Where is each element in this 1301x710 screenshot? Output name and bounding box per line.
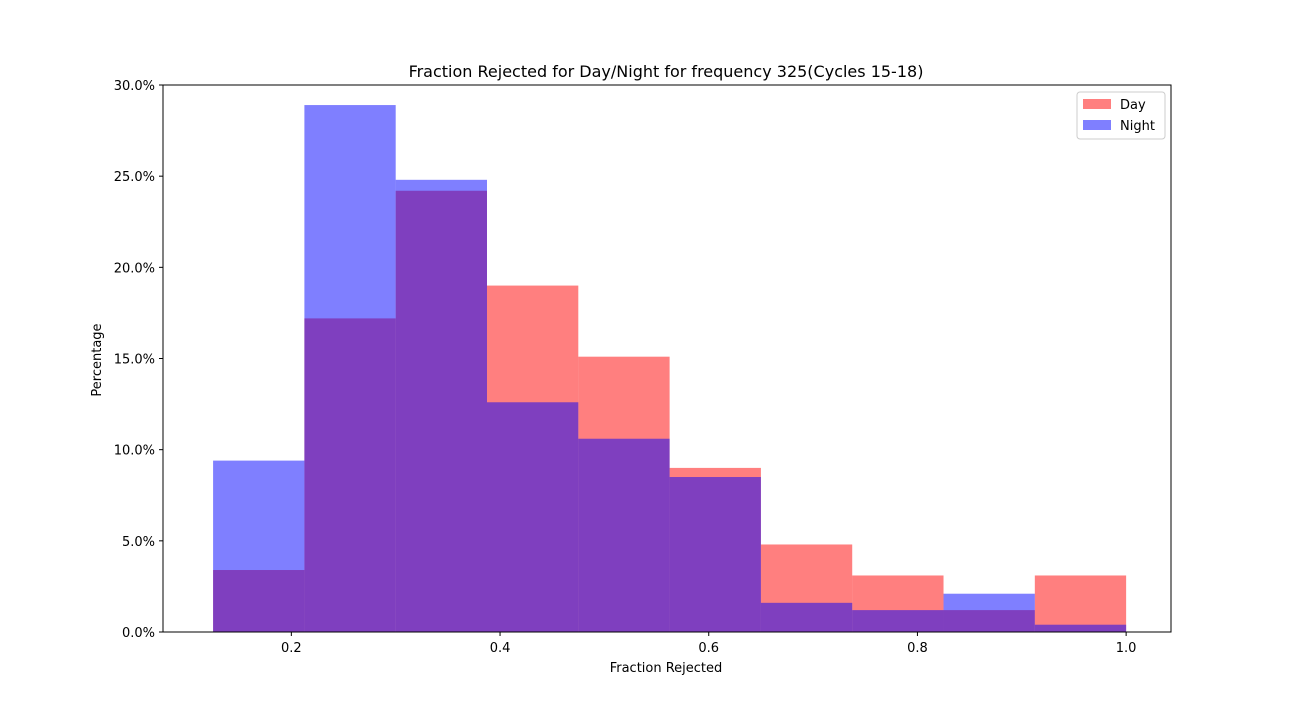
y-tick-label: 0.0% — [122, 626, 155, 641]
legend-label-night: Night — [1120, 119, 1155, 134]
bar-night-4 — [578, 438, 670, 632]
legend-swatch-night — [1083, 120, 1111, 130]
bar-night-8 — [943, 593, 1035, 632]
x-tick-label: 0.2 — [281, 641, 302, 656]
legend-swatch-day — [1083, 99, 1111, 109]
y-tick-label: 5.0% — [122, 535, 155, 550]
bar-night-9 — [1034, 624, 1127, 632]
x-tick-label: 0.6 — [698, 641, 719, 656]
y-tick-label: 10.0% — [114, 444, 155, 459]
y-tick-label: 25.0% — [114, 170, 155, 185]
legend: Day Night — [1076, 91, 1166, 140]
x-axis-ticks: 0.2 0.4 0.6 0.8 1.0 — [281, 632, 1136, 656]
bar-night-0 — [213, 460, 305, 632]
x-tick-label: 0.8 — [907, 641, 928, 656]
bar-night-3 — [487, 402, 579, 632]
y-tick-label: 15.0% — [114, 353, 155, 368]
bar-night-6 — [760, 602, 853, 632]
legend-label-day: Day — [1120, 98, 1146, 113]
bar-night-7 — [852, 610, 944, 632]
bar-night-5 — [669, 477, 761, 632]
x-tick-label: 1.0 — [1116, 641, 1137, 656]
y-tick-label: 20.0% — [114, 261, 155, 276]
x-tick-label: 0.4 — [490, 641, 511, 656]
bar-day-9 — [1034, 575, 1127, 632]
y-tick-label: 30.0% — [114, 79, 155, 94]
x-axis-label: Fraction Rejected — [610, 661, 723, 676]
y-axis-ticks: 0.0% 5.0% 10.0% 15.0% 20.0% 25.0% 30.0% — [114, 79, 163, 641]
y-axis-label: Percentage — [90, 323, 105, 396]
bar-night-2 — [395, 179, 487, 632]
bar-night-1 — [304, 105, 396, 633]
chart-title: Fraction Rejected for Day/Night for freq… — [409, 62, 924, 81]
bars-layer — [213, 105, 1127, 633]
